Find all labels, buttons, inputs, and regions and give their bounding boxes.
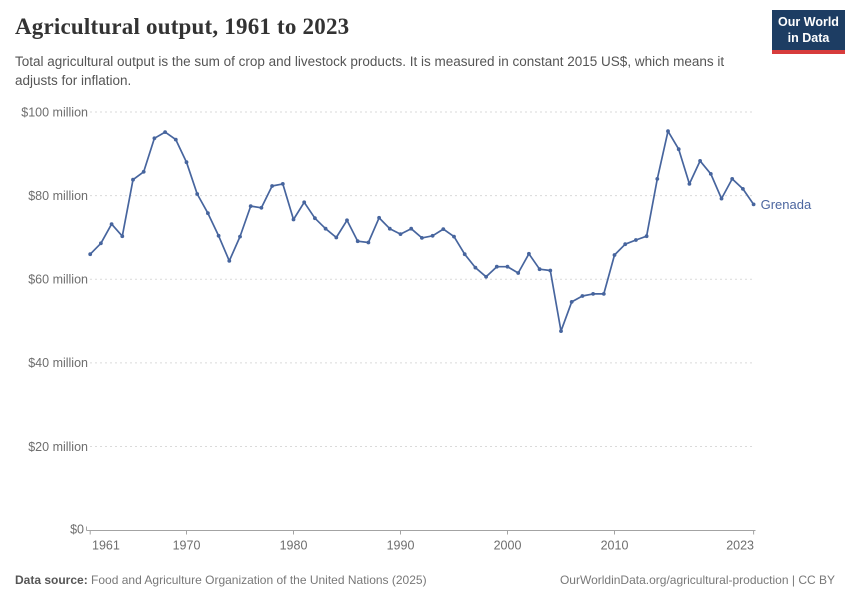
data-point[interactable] <box>601 292 606 296</box>
data-point[interactable] <box>730 177 735 181</box>
data-point[interactable] <box>238 234 242 239</box>
x-tick-label: 1970 <box>173 539 201 553</box>
data-source-label: Data source: <box>15 573 88 587</box>
data-point[interactable] <box>291 217 296 222</box>
data-point[interactable] <box>345 218 349 223</box>
data-point[interactable] <box>537 267 542 272</box>
series-grenada[interactable] <box>88 129 756 333</box>
data-point[interactable] <box>152 136 157 141</box>
data-point[interactable] <box>270 184 274 188</box>
data-point[interactable] <box>259 205 264 210</box>
owid-logo-line1: Our World <box>778 15 839 29</box>
data-point[interactable] <box>612 253 617 257</box>
x-tick-label: 1980 <box>280 539 308 553</box>
x-axis <box>86 526 756 535</box>
data-point[interactable] <box>569 300 574 304</box>
data-point[interactable] <box>719 196 724 201</box>
x-tick-label: 1990 <box>387 539 415 553</box>
y-tick-label: $80 million <box>28 189 88 203</box>
x-tick-label: 2000 <box>494 539 522 553</box>
data-source: Data source: Food and Agriculture Organi… <box>15 573 427 587</box>
data-point[interactable] <box>184 160 189 165</box>
data-point[interactable] <box>516 271 521 275</box>
data-point[interactable] <box>409 226 414 231</box>
data-point[interactable] <box>676 147 681 152</box>
data-point[interactable] <box>120 234 125 239</box>
data-point[interactable] <box>173 137 178 142</box>
data-point[interactable] <box>559 329 563 333</box>
data-point[interactable] <box>452 234 456 239</box>
y-tick-label: $100 million <box>21 105 88 119</box>
data-point[interactable] <box>302 200 307 205</box>
data-point[interactable] <box>313 216 317 221</box>
entity-label[interactable]: Grenada <box>761 197 812 212</box>
data-point[interactable] <box>591 292 595 296</box>
data-point[interactable] <box>387 226 392 231</box>
data-point[interactable] <box>109 222 114 227</box>
data-point[interactable] <box>206 211 210 216</box>
data-point[interactable] <box>355 239 360 244</box>
chart-subtitle: Total agricultural output is the sum of … <box>15 54 725 89</box>
data-point[interactable] <box>484 274 488 279</box>
data-point[interactable] <box>687 182 692 186</box>
data-point[interactable] <box>280 182 285 186</box>
data-point[interactable] <box>195 192 200 196</box>
y-axis-labels: $0 $20 million $40 million $60 million $80 m… <box>21 105 88 536</box>
data-point[interactable] <box>248 204 253 209</box>
chart-footer: Data source: Food and Agriculture Organi… <box>15 573 835 587</box>
y-tick-label: $20 million <box>28 440 88 454</box>
data-point[interactable] <box>505 264 510 269</box>
data-point[interactable] <box>141 169 146 174</box>
page-title: Agricultural output, 1961 to 2023 <box>15 14 350 39</box>
data-point[interactable] <box>462 252 467 257</box>
data-point[interactable] <box>494 264 499 269</box>
data-point[interactable] <box>430 233 435 238</box>
data-point[interactable] <box>398 232 403 237</box>
data-point[interactable] <box>655 177 660 181</box>
data-point[interactable] <box>666 129 670 134</box>
series-line[interactable] <box>89 130 755 332</box>
data-point[interactable] <box>334 235 339 240</box>
license-text: | CC BY <box>788 573 835 587</box>
owid-url-link[interactable]: OurWorldinData.org/agricultural-producti… <box>559 573 789 587</box>
data-point[interactable] <box>163 130 168 135</box>
data-point[interactable] <box>323 226 328 231</box>
y-gridlines <box>90 111 752 448</box>
data-point[interactable] <box>441 227 446 232</box>
data-point[interactable] <box>527 251 531 256</box>
y-tick-label: $40 million <box>28 356 88 370</box>
data-point[interactable] <box>216 233 221 238</box>
data-point[interactable] <box>366 240 371 245</box>
data-point[interactable] <box>131 177 135 182</box>
data-point[interactable] <box>473 265 478 270</box>
data-point[interactable] <box>741 187 745 191</box>
data-source-text: Food and Agriculture Organization of the… <box>87 573 427 587</box>
data-point[interactable] <box>420 236 424 240</box>
y-tick-label: $0 <box>70 523 84 537</box>
data-point[interactable] <box>644 234 649 239</box>
x-tick-label: 1961 <box>92 539 120 553</box>
data-point[interactable] <box>634 238 638 242</box>
data-point[interactable] <box>548 268 553 273</box>
data-point[interactable] <box>580 294 585 298</box>
x-tick-label: 2023 <box>726 539 754 553</box>
data-point[interactable] <box>377 215 381 220</box>
owid-logo[interactable]: Our World in Data <box>772 10 845 55</box>
data-point[interactable] <box>99 241 103 246</box>
data-point[interactable] <box>698 159 702 163</box>
y-tick-label: $60 million <box>28 273 88 287</box>
data-point[interactable] <box>708 172 713 176</box>
x-axis-labels: 1961 1970 1980 1990 2000 2010 2023 <box>92 539 754 553</box>
data-point[interactable] <box>88 252 93 257</box>
data-point[interactable] <box>751 202 756 207</box>
owid-logo-line2: in Data <box>787 30 830 45</box>
x-tick-label: 2010 <box>601 539 629 553</box>
data-point[interactable] <box>623 242 628 247</box>
footer-links: OurWorldinData.org/agricultural-producti… <box>560 573 835 587</box>
data-point[interactable] <box>227 259 232 263</box>
